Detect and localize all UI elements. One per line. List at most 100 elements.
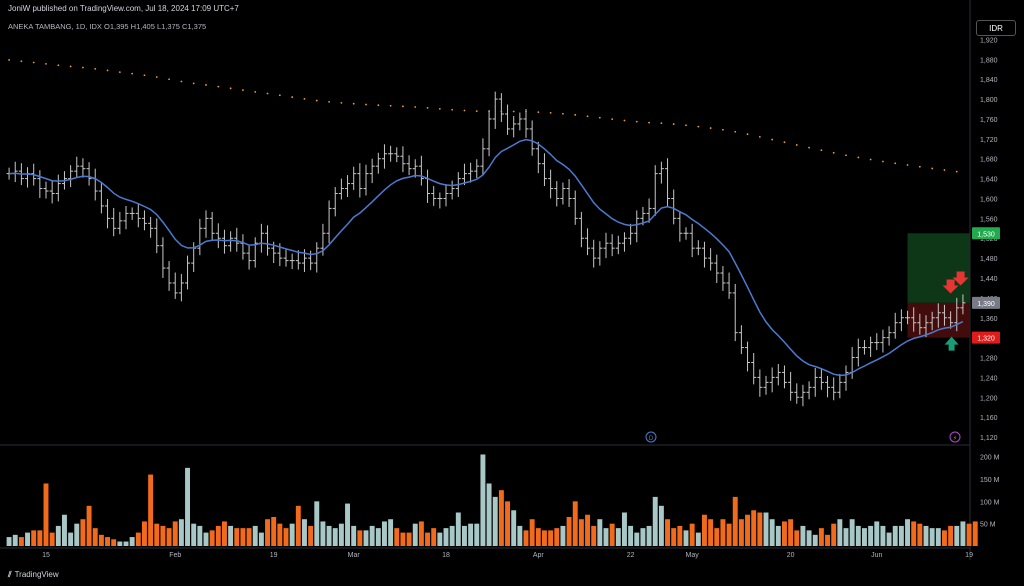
ohlc-bar	[443, 184, 449, 207]
ohlc-bar	[74, 156, 80, 178]
volume-bar	[511, 510, 517, 546]
volume-bar	[892, 525, 898, 546]
ma-slow-dot	[488, 110, 490, 113]
ohlc-bar	[775, 363, 781, 386]
ohlc-bar	[695, 240, 701, 256]
ma-slow-dot	[635, 120, 638, 123]
ohlc-bar	[135, 203, 141, 228]
volume-bar	[480, 454, 486, 546]
volume-bar	[905, 519, 910, 546]
volume-bar	[375, 528, 381, 546]
ohlc-bar	[751, 353, 757, 385]
volume-bar	[148, 474, 154, 546]
volume-bar	[492, 496, 498, 546]
ma-slow-dot	[869, 158, 872, 161]
volume-bar	[702, 514, 707, 546]
ma-slow-dot	[143, 74, 146, 77]
ohlc-bar	[566, 179, 572, 207]
ohlc-bar	[357, 163, 363, 198]
volume-bar	[726, 523, 732, 546]
volume-bar	[209, 530, 215, 546]
volume-bar	[160, 525, 166, 546]
ma-slow-dot	[266, 92, 269, 95]
x-tick-label: 19	[965, 552, 973, 559]
ohlc-bar	[868, 336, 874, 358]
ohlc-bar	[781, 365, 787, 389]
ohlc-bar	[178, 274, 184, 302]
volume-bar	[431, 528, 437, 546]
volume-bar	[191, 523, 197, 546]
risk-reward-zones[interactable]	[907, 233, 970, 338]
target-price-label: 1,530	[977, 231, 995, 238]
volume-bar	[49, 532, 55, 546]
volume-bar	[960, 521, 966, 546]
ohlc-bar	[597, 241, 603, 266]
volume-bar	[357, 530, 363, 546]
ohlc-bar	[92, 168, 98, 201]
last-price-label-bg	[972, 296, 1000, 309]
ohlc-bar	[228, 231, 234, 252]
moving-average-slow-dotted-line	[8, 59, 958, 173]
y-tick-label: 1,920	[980, 37, 998, 44]
y-tick-label: 1,680	[980, 157, 998, 164]
ohlc-bar	[615, 235, 621, 255]
ohlc-bar	[425, 169, 431, 203]
ohlc-bar	[745, 341, 751, 372]
x-tick-label: 19	[270, 552, 278, 559]
volume-bar	[425, 532, 430, 546]
volume-bar	[129, 537, 135, 546]
ohlc-bar	[788, 371, 794, 401]
volume-bar	[732, 496, 738, 546]
volume-bar	[302, 519, 307, 546]
volume-bar	[843, 528, 849, 546]
ohlc-bar	[535, 141, 541, 174]
ohlc-bar	[289, 253, 295, 270]
ohlc-bar	[880, 329, 886, 353]
ma-slow-dot	[537, 111, 540, 114]
ohlc-bar	[283, 249, 289, 267]
target-zone	[907, 233, 970, 303]
ohlc-bar	[935, 303, 941, 328]
ma-slow-dot	[57, 64, 60, 67]
ma-slow-dot	[315, 99, 318, 102]
volume-bar	[652, 496, 658, 546]
volume-bars[interactable]	[6, 454, 978, 546]
ohlc-bar	[825, 375, 831, 398]
price-bars[interactable]	[6, 91, 966, 407]
ohlc-bar	[246, 245, 252, 270]
volume-bar	[80, 519, 86, 546]
ma-slow-dot	[438, 107, 441, 110]
volume-bar	[474, 523, 480, 546]
volume-bar	[831, 523, 837, 546]
axes: 1,920 1,880 1,840 1,800 1,760 1,720 1,680 1,640…	[42, 37, 1000, 559]
volume-bar	[917, 523, 923, 546]
volume-bar	[898, 525, 904, 546]
ohlc-bar	[295, 250, 301, 270]
ohlc-bar	[111, 207, 117, 237]
ohlc-bar	[701, 241, 707, 268]
ohlc-bar	[498, 93, 504, 122]
ohlc-bar	[480, 138, 486, 176]
volume-bar	[25, 532, 30, 546]
ohlc-bar	[646, 198, 652, 223]
x-tick-label: Apr	[533, 552, 545, 559]
ohlc-bar	[98, 182, 104, 214]
y-tick-label: 1,280	[980, 356, 998, 363]
x-tick-label: 20	[787, 552, 795, 559]
currency-button[interactable]: IDR	[976, 20, 1016, 36]
dividend-marker-icon	[645, 431, 657, 443]
ohlc-bar	[523, 109, 529, 138]
volume-bar	[862, 528, 867, 546]
volume-bar	[37, 530, 43, 546]
volume-bar	[806, 530, 812, 546]
volume-bar	[135, 532, 141, 546]
ohlc-bar	[166, 261, 172, 291]
volume-bar	[560, 525, 566, 546]
ma-slow-dot	[180, 80, 183, 83]
ma-slow-dot	[94, 67, 97, 70]
ohlc-bar	[80, 158, 86, 178]
ohlc-bar	[486, 110, 492, 157]
ma-slow-dot	[192, 82, 195, 85]
y-tick-label: 1,440	[980, 276, 998, 283]
